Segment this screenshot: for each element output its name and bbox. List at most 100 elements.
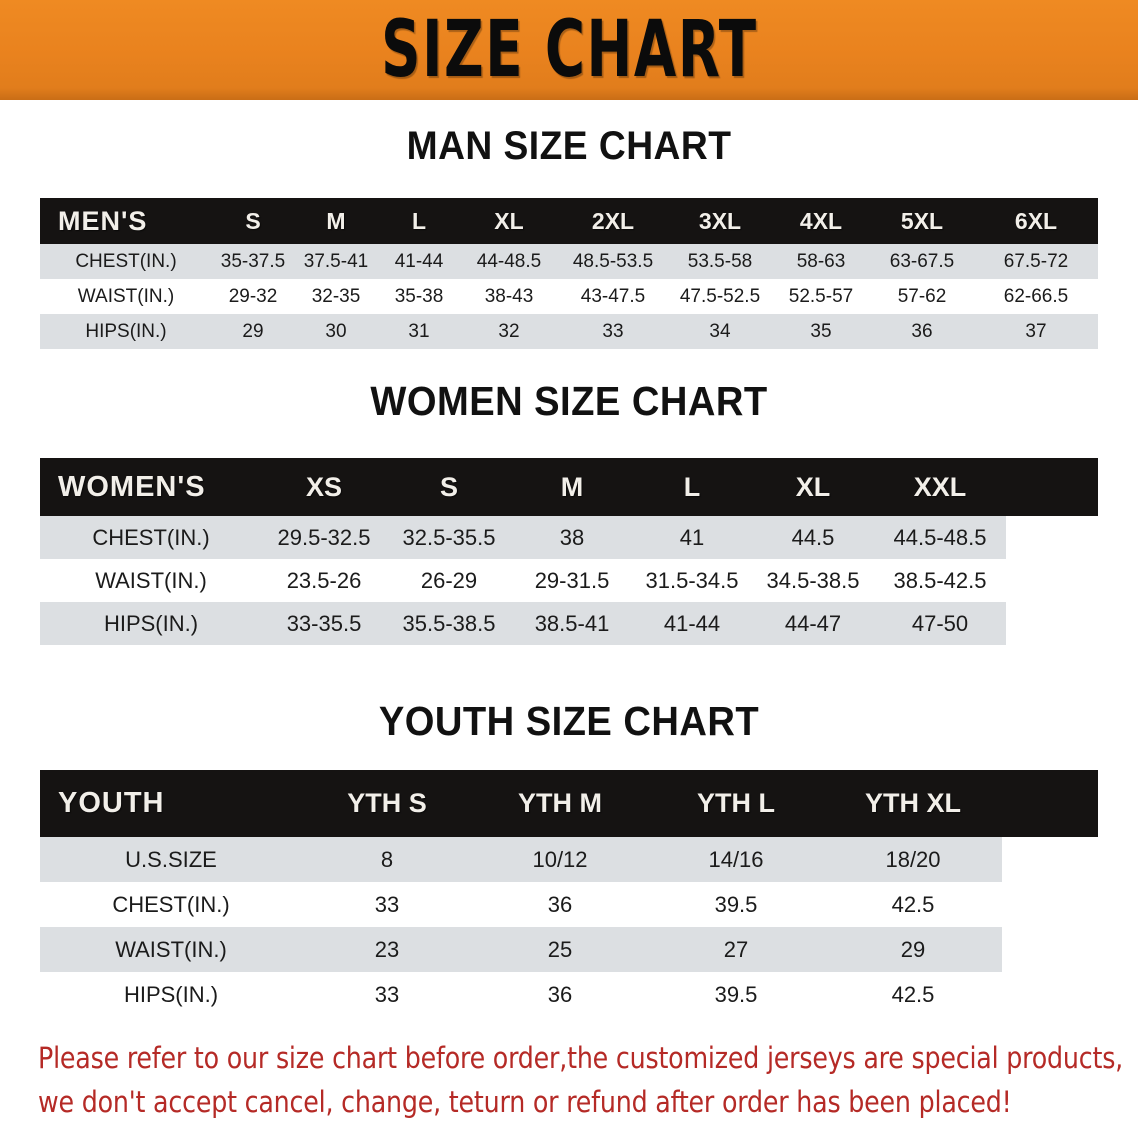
men-table-header-row: MEN'S S M L XL 2XL 3XL 4XL 5XL 6XL: [40, 198, 1098, 244]
page-title: SIZE CHART: [380, 5, 758, 95]
women-col-header-4: XL: [752, 458, 874, 516]
women-size-table: WOMEN'S XS S M L XL XXL CHEST(IN.) 29.5-…: [40, 458, 1098, 645]
women-cell-0-1: 32.5-35.5: [386, 516, 512, 559]
table-row: CHEST(IN.) 33 36 39.5 42.5: [40, 882, 1098, 927]
men-cell-0-3: 44-48.5: [460, 244, 558, 279]
men-cell-0-1: 37.5-41: [294, 244, 378, 279]
women-cell-2-4: 44-47: [752, 602, 874, 645]
women-cell-1-3: 31.5-34.5: [632, 559, 752, 602]
youth-cell-3-3: 42.5: [824, 972, 1002, 1017]
men-cell-0-2: 41-44: [378, 244, 460, 279]
men-size-table: MEN'S S M L XL 2XL 3XL 4XL 5XL 6XL CHEST…: [40, 198, 1098, 349]
men-cell-0-7: 63-67.5: [870, 244, 974, 279]
youth-row-spacer: [1002, 972, 1098, 1017]
men-cell-0-5: 53.5-58: [668, 244, 772, 279]
women-row-spacer: [1006, 559, 1098, 602]
men-col-header-5: 3XL: [668, 198, 772, 244]
men-col-header-0: S: [212, 198, 294, 244]
table-row: CHEST(IN.) 29.5-32.5 32.5-35.5 38 41 44.…: [40, 516, 1098, 559]
youth-cell-1-1: 36: [472, 882, 648, 927]
men-col-header-4: 2XL: [558, 198, 668, 244]
women-cell-1-5: 38.5-42.5: [874, 559, 1006, 602]
men-col-header-2: L: [378, 198, 460, 244]
men-row-label-1: WAIST(IN.): [40, 279, 212, 314]
women-cell-1-4: 34.5-38.5: [752, 559, 874, 602]
men-cell-1-4: 43-47.5: [558, 279, 668, 314]
youth-cell-0-0: 8: [302, 837, 472, 882]
women-col-header-5: XXL: [874, 458, 1006, 516]
women-cell-0-5: 44.5-48.5: [874, 516, 1006, 559]
men-cell-0-6: 58-63: [772, 244, 870, 279]
youth-row-label-2: WAIST(IN.): [40, 927, 302, 972]
youth-cell-1-2: 39.5: [648, 882, 824, 927]
men-col-header-1: M: [294, 198, 378, 244]
youth-cell-0-3: 18/20: [824, 837, 1002, 882]
women-col-header-0: XS: [262, 458, 386, 516]
women-cell-0-0: 29.5-32.5: [262, 516, 386, 559]
men-cell-1-2: 35-38: [378, 279, 460, 314]
women-cell-2-3: 41-44: [632, 602, 752, 645]
table-row: U.S.SIZE 8 10/12 14/16 18/20: [40, 837, 1098, 882]
youth-cell-3-0: 33: [302, 972, 472, 1017]
section-title-man: MAN SIZE CHART: [406, 124, 732, 168]
men-cell-2-5: 34: [668, 314, 772, 349]
youth-cell-0-2: 14/16: [648, 837, 824, 882]
men-cell-2-1: 30: [294, 314, 378, 349]
youth-cell-0-1: 10/12: [472, 837, 648, 882]
youth-row-label-1: CHEST(IN.): [40, 882, 302, 927]
youth-row-spacer: [1002, 927, 1098, 972]
table-row: CHEST(IN.) 35-37.5 37.5-41 41-44 44-48.5…: [40, 244, 1098, 279]
men-row-label-0: CHEST(IN.): [40, 244, 212, 279]
men-cell-1-6: 52.5-57: [772, 279, 870, 314]
youth-row-label-0: U.S.SIZE: [40, 837, 302, 882]
page-banner: SIZE CHART: [0, 0, 1138, 100]
men-cell-2-3: 32: [460, 314, 558, 349]
women-corner-label: WOMEN'S: [40, 458, 262, 516]
men-cell-0-0: 35-37.5: [212, 244, 294, 279]
youth-cell-2-1: 25: [472, 927, 648, 972]
youth-cell-3-2: 39.5: [648, 972, 824, 1017]
table-row: HIPS(IN.) 29 30 31 32 33 34 35 36 37: [40, 314, 1098, 349]
women-col-header-1: S: [386, 458, 512, 516]
women-cell-2-5: 47-50: [874, 602, 1006, 645]
youth-header-spacer: [1002, 770, 1098, 837]
table-row: WAIST(IN.) 23.5-26 26-29 29-31.5 31.5-34…: [40, 559, 1098, 602]
men-cell-1-8: 62-66.5: [974, 279, 1098, 314]
women-col-header-3: L: [632, 458, 752, 516]
men-cell-2-7: 36: [870, 314, 974, 349]
table-row: WAIST(IN.) 23 25 27 29: [40, 927, 1098, 972]
women-cell-2-2: 38.5-41: [512, 602, 632, 645]
women-cell-0-3: 41: [632, 516, 752, 559]
men-col-header-7: 5XL: [870, 198, 974, 244]
men-col-header-3: XL: [460, 198, 558, 244]
youth-cell-2-3: 29: [824, 927, 1002, 972]
youth-row-label-3: HIPS(IN.): [40, 972, 302, 1017]
table-row: HIPS(IN.) 33-35.5 35.5-38.5 38.5-41 41-4…: [40, 602, 1098, 645]
youth-row-spacer: [1002, 882, 1098, 927]
women-cell-1-0: 23.5-26: [262, 559, 386, 602]
women-col-header-2: M: [512, 458, 632, 516]
youth-row-spacer: [1002, 837, 1098, 882]
women-row-spacer: [1006, 602, 1098, 645]
section-title-women: WOMEN SIZE CHART: [370, 378, 768, 424]
youth-col-header-0: YTH S: [302, 770, 472, 837]
women-row-label-1: WAIST(IN.): [40, 559, 262, 602]
women-cell-2-1: 35.5-38.5: [386, 602, 512, 645]
men-cell-1-1: 32-35: [294, 279, 378, 314]
women-row-spacer: [1006, 516, 1098, 559]
men-cell-2-2: 31: [378, 314, 460, 349]
youth-cell-1-3: 42.5: [824, 882, 1002, 927]
table-row: WAIST(IN.) 29-32 32-35 35-38 38-43 43-47…: [40, 279, 1098, 314]
youth-col-header-3: YTH XL: [824, 770, 1002, 837]
men-row-label-2: HIPS(IN.): [40, 314, 212, 349]
men-cell-1-7: 57-62: [870, 279, 974, 314]
men-cell-2-4: 33: [558, 314, 668, 349]
youth-cell-1-0: 33: [302, 882, 472, 927]
women-cell-1-1: 26-29: [386, 559, 512, 602]
women-cell-0-4: 44.5: [752, 516, 874, 559]
men-cell-2-0: 29: [212, 314, 294, 349]
youth-col-header-2: YTH L: [648, 770, 824, 837]
men-col-header-8: 6XL: [974, 198, 1098, 244]
youth-table-header-row: YOUTH YTH S YTH M YTH L YTH XL: [40, 770, 1098, 837]
